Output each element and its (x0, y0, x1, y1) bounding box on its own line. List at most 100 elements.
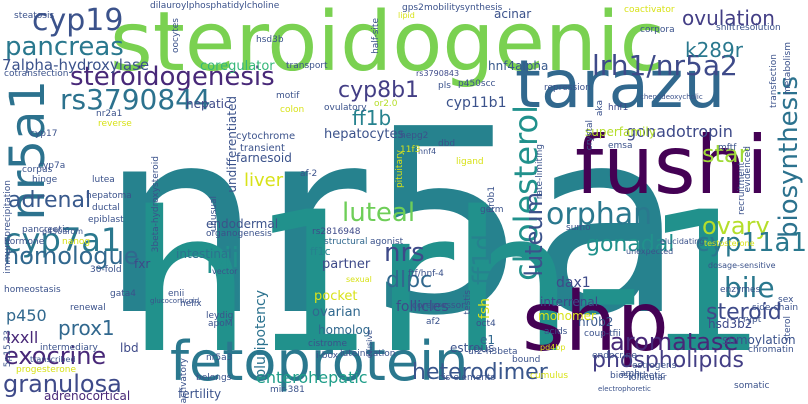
word-ligand: ligand (456, 157, 484, 167)
word-corepressor: corepressor (412, 301, 465, 311)
word-undifferentiated: undifferentiated (225, 96, 239, 193)
word-unexpected: unexpected (626, 247, 674, 256)
word-hepatoma: hepatoma (86, 191, 132, 201)
word-i-box: i-box (316, 351, 339, 361)
word-resolution: resolution (736, 23, 781, 33)
word-electrophoretic: electrophoretic (598, 385, 651, 393)
word-star: star (702, 140, 749, 168)
word-oocytes: oocytes (171, 18, 181, 54)
word-cytochrome: cytochrome (236, 131, 296, 142)
word-tarazu: tarazu (515, 46, 726, 123)
word-ovarian: ovarian (312, 305, 361, 320)
word-hsd3b2: hsd3b2 (708, 317, 753, 331)
word-testis: testis (463, 290, 473, 315)
word-renewal: renewal (70, 303, 106, 313)
word-fertility: fertility (178, 387, 222, 401)
word-biosynthetic: biosynthetic (610, 371, 666, 381)
word-corpora: corpora (640, 25, 675, 35)
word-shift: shift (716, 23, 736, 33)
word-heterodimer: heterodimer (412, 360, 548, 385)
word-intermediary: intermediary (40, 343, 98, 353)
word-emsa: emsa (608, 141, 633, 151)
word-transcribed: transcribed (30, 355, 76, 364)
word-30-fold: 30-fold (90, 265, 122, 275)
word-steroidogenic: steroidogenic (110, 0, 665, 90)
word-cis-elements: cis-elements (438, 373, 496, 383)
word-superfamily: superfamily (585, 125, 656, 139)
word-phospholipids: phospholipids (592, 348, 744, 373)
word-elusive: elusive (365, 330, 374, 359)
word-mobility: mobility (424, 3, 461, 13)
word-motif: motif (276, 91, 300, 101)
word-elucidating: elucidating (660, 237, 705, 246)
word-partner: partner (322, 257, 371, 272)
word-adrenal: adrenal (8, 188, 92, 213)
word-e1: e1 (480, 333, 496, 347)
word-repression: repression (544, 83, 591, 93)
word-cyp7a: cyp7a (38, 161, 66, 171)
word-pocket: pocket (314, 289, 358, 304)
word-bound: bound (512, 355, 541, 365)
word-organogenesis: organogenesis (206, 229, 272, 239)
word-exocrine: exocrine (4, 342, 107, 370)
word-nr2a1: nr2a1 (96, 109, 123, 119)
word-hinge: hinge (32, 175, 58, 185)
word-granulosa: granulosa (3, 370, 122, 398)
word-aka: aka (595, 100, 605, 117)
word-enii: enii (168, 289, 185, 299)
word-nrs: nrs (384, 238, 425, 268)
word-fetoprotein: fetoprotein (170, 330, 469, 393)
word-orphan: orphan (546, 197, 653, 232)
word-3beta-hydroxysteroid: 3beta-hydroxysteroid (151, 156, 161, 253)
word-sex: sex (778, 295, 794, 305)
word-5p15-33: 5p15.33 (3, 330, 13, 368)
word-monomer: monomer (538, 309, 596, 323)
word-farnesoid: farnesoid (236, 151, 292, 165)
word-11f3: 11f3 (400, 145, 421, 155)
word-enterohepatic: enterohepatic (256, 368, 368, 387)
word-transfection: transfection (769, 54, 779, 109)
word-colon: colon (280, 105, 305, 115)
word-oct4: oct4 (476, 319, 496, 329)
word-cyp11b1: cyp11b1 (446, 95, 507, 111)
word-cyp19: cyp19 (32, 3, 124, 38)
word-biosynthesis: biosynthesis (774, 76, 804, 239)
word-ductal: ductal (92, 203, 120, 213)
word-gonadotropin: gonadotropin (626, 122, 733, 141)
word-side-chain: side-chain (752, 303, 799, 313)
word-dax1: dax1 (556, 275, 591, 291)
word-hnf4: hnf4 (418, 147, 437, 156)
word-nr0b1: nr0b1 (487, 186, 497, 213)
word-uf2-h3beta: uf2-h3beta (468, 347, 518, 357)
word-ff1b: ff1b (352, 106, 392, 130)
word-luteinization: luteinization (340, 349, 396, 359)
word-unusual: unusual (209, 196, 219, 232)
word-ovulatory: ovulatory (324, 103, 367, 113)
word-dilauroylphosphatidylcholine: dilauroylphosphatidylcholine (150, 1, 280, 11)
word-dlpc: dlpc (386, 268, 433, 293)
word-lipid: lipid (398, 11, 415, 20)
word-lxxll: lxxll (6, 328, 39, 347)
word-homolog: homolog (318, 323, 371, 337)
word-h1rh-1: h1rh-1 (128, 170, 768, 396)
word-interrenal: interrenal (540, 295, 599, 309)
word-metabolism: metabolism (783, 42, 793, 96)
word-fxr: fxr (134, 257, 151, 271)
word-testosterone: testosterone (704, 239, 755, 248)
word-transient: transient (240, 143, 285, 154)
word-steroid: steroid (706, 300, 782, 325)
word-cyp17: cyp17 (30, 129, 58, 139)
word-cyp7a1: cyp7a1 (4, 221, 122, 259)
word-ovary: ovary (702, 212, 770, 240)
word-cyp11a1: cyp11a1 (695, 228, 807, 258)
word-synthesis: synthesis (460, 3, 503, 13)
word-af-2: af-2 (300, 169, 318, 179)
word-pancreatic: pancreatic (22, 225, 70, 235)
word-corpus: corpus (22, 165, 53, 175)
word-glucocorticoid: glucocorticoid (150, 297, 200, 305)
word-progesterone: progesterone (16, 365, 76, 375)
word-ovulation: ovulation (682, 6, 775, 30)
word-pls: pls (438, 81, 451, 91)
word-germ: germ (480, 205, 504, 215)
word-cumulus: cumulus (530, 371, 569, 381)
